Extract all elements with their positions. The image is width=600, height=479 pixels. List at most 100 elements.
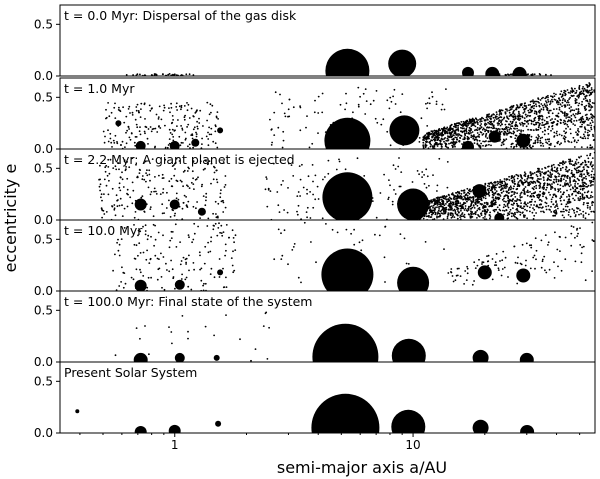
debris-point	[546, 186, 548, 189]
debris-point	[566, 120, 569, 123]
debris-point	[540, 239, 543, 242]
debris-point	[448, 131, 451, 134]
debris-point	[99, 164, 101, 167]
debris-point	[468, 198, 471, 201]
debris-point	[528, 244, 531, 247]
debris-point	[563, 114, 566, 117]
debris-point	[506, 185, 508, 188]
debris-point	[135, 268, 138, 271]
debris-point	[158, 125, 160, 127]
debris-point	[436, 184, 439, 187]
debris-point	[200, 267, 203, 270]
debris-point	[564, 182, 566, 185]
debris-point	[312, 193, 314, 196]
debris-point	[441, 143, 443, 146]
debris-point	[505, 179, 508, 181]
debris-point	[581, 178, 584, 181]
debris-point	[139, 271, 142, 274]
debris-point	[575, 101, 577, 104]
debris-point	[493, 192, 496, 195]
debris-point	[573, 173, 576, 176]
debris-point	[446, 161, 449, 163]
debris-point	[466, 267, 469, 270]
debris-point	[428, 135, 430, 138]
debris-point	[503, 266, 506, 269]
debris-point	[543, 119, 546, 122]
debris-point	[588, 197, 590, 200]
debris-point	[586, 169, 588, 172]
debris-point	[335, 168, 338, 171]
debris-point	[455, 203, 458, 206]
debris-point	[212, 178, 215, 181]
debris-point	[207, 217, 210, 220]
debris-point	[116, 205, 119, 208]
debris-point	[448, 142, 450, 145]
debris-point	[574, 183, 576, 185]
debris-point	[485, 123, 488, 126]
debris-point	[590, 93, 593, 95]
debris-point	[447, 212, 450, 215]
debris-point	[560, 177, 562, 180]
debris-point	[566, 99, 569, 102]
debris-point	[543, 255, 546, 258]
debris-point	[205, 135, 208, 138]
debris-point	[531, 177, 534, 180]
debris-point	[555, 176, 558, 178]
debris-point	[446, 137, 449, 140]
debris-point	[494, 201, 496, 204]
debris-point	[471, 123, 473, 126]
debris-point	[449, 202, 452, 205]
debris-point	[471, 131, 474, 133]
debris-point	[487, 126, 490, 129]
debris-point	[521, 106, 524, 109]
debris-point	[527, 128, 529, 131]
debris-point	[539, 139, 542, 142]
debris-point	[536, 194, 538, 197]
debris-point	[504, 111, 507, 114]
debris-point	[143, 211, 146, 213]
debris-point	[506, 130, 509, 133]
debris-point	[441, 196, 444, 198]
debris-point	[581, 180, 584, 182]
planet-marker	[494, 212, 505, 220]
debris-point	[561, 94, 564, 97]
y-tick-label: 0.0	[34, 284, 53, 298]
debris-point	[161, 203, 164, 206]
debris-point	[574, 188, 577, 191]
debris-point	[422, 144, 425, 147]
debris-point	[101, 199, 103, 202]
debris-point	[516, 211, 518, 214]
debris-point	[579, 92, 581, 95]
debris-point	[591, 121, 594, 123]
debris-point	[583, 87, 586, 90]
debris-point	[568, 120, 570, 122]
debris-point	[452, 201, 455, 204]
debris-point	[501, 198, 504, 201]
debris-point	[575, 113, 577, 115]
debris-point	[456, 197, 459, 200]
debris-point	[583, 191, 586, 194]
debris-point	[210, 111, 212, 114]
debris-point	[541, 207, 543, 209]
debris-point	[187, 103, 190, 106]
debris-point	[202, 195, 205, 198]
debris-point	[424, 143, 427, 146]
debris-point	[507, 276, 509, 278]
debris-point	[281, 146, 284, 149]
debris-point	[592, 201, 595, 204]
debris-point	[353, 243, 356, 246]
debris-point	[569, 132, 572, 135]
debris-point	[505, 183, 508, 186]
debris-point	[586, 86, 589, 89]
debris-point	[470, 197, 472, 199]
debris-point	[352, 111, 354, 114]
debris-point	[513, 180, 516, 183]
debris-point	[475, 198, 478, 201]
debris-point	[490, 144, 492, 147]
debris-point	[311, 164, 314, 166]
debris-point	[558, 106, 561, 109]
debris-point	[506, 214, 509, 217]
debris-point	[564, 94, 566, 97]
debris-point	[468, 188, 471, 191]
